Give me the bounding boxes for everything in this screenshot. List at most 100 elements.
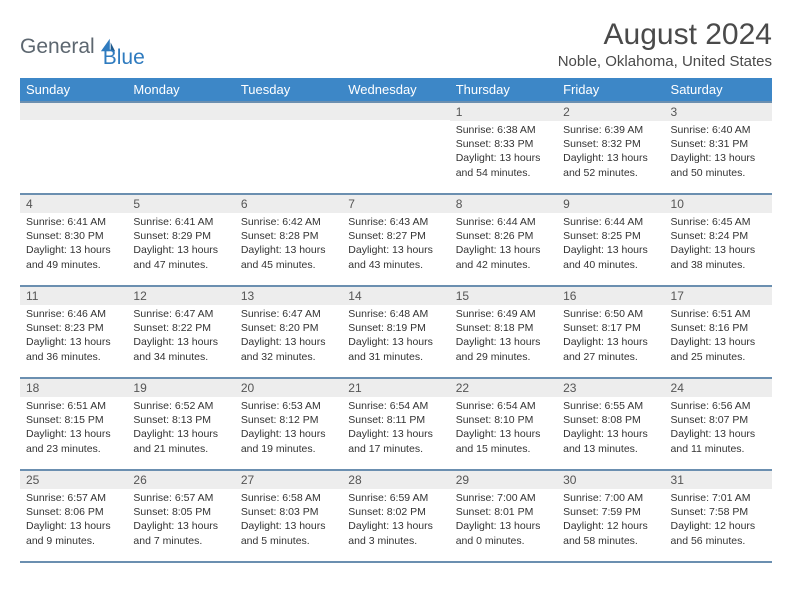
sunrise-text: Sunrise: 6:41 AM: [26, 215, 121, 229]
sunrise-text: Sunrise: 6:57 AM: [26, 491, 121, 505]
day-details: Sunrise: 6:45 AMSunset: 8:24 PMDaylight:…: [665, 213, 772, 276]
day-number: 30: [557, 471, 664, 489]
day-number: 22: [450, 379, 557, 397]
daylight-text: Daylight: 13 hours and 23 minutes.: [26, 427, 121, 455]
day-details: Sunrise: 7:00 AMSunset: 7:59 PMDaylight:…: [557, 489, 664, 552]
sunrise-text: Sunrise: 7:01 AM: [671, 491, 766, 505]
sunset-text: Sunset: 8:16 PM: [671, 321, 766, 335]
day-details: Sunrise: 6:57 AMSunset: 8:05 PMDaylight:…: [127, 489, 234, 552]
day-number: 5: [127, 195, 234, 213]
calendar-day-cell: 2Sunrise: 6:39 AMSunset: 8:32 PMDaylight…: [557, 102, 664, 194]
daylight-text: Daylight: 13 hours and 40 minutes.: [563, 243, 658, 271]
daylight-text: Daylight: 13 hours and 21 minutes.: [133, 427, 228, 455]
calendar-day-cell: 7Sunrise: 6:43 AMSunset: 8:27 PMDaylight…: [342, 194, 449, 286]
sunrise-text: Sunrise: 6:41 AM: [133, 215, 228, 229]
day-number: 17: [665, 287, 772, 305]
sunrise-text: Sunrise: 6:47 AM: [241, 307, 336, 321]
day-number: 15: [450, 287, 557, 305]
sunset-text: Sunset: 8:13 PM: [133, 413, 228, 427]
day-details: Sunrise: 6:42 AMSunset: 8:28 PMDaylight:…: [235, 213, 342, 276]
day-number: 1: [450, 103, 557, 121]
day-number: 4: [20, 195, 127, 213]
calendar-day-cell: [127, 102, 234, 194]
calendar-day-cell: 24Sunrise: 6:56 AMSunset: 8:07 PMDayligh…: [665, 378, 772, 470]
sunrise-text: Sunrise: 6:54 AM: [348, 399, 443, 413]
sunrise-text: Sunrise: 6:43 AM: [348, 215, 443, 229]
day-number: 14: [342, 287, 449, 305]
calendar-day-cell: 20Sunrise: 6:53 AMSunset: 8:12 PMDayligh…: [235, 378, 342, 470]
sunset-text: Sunset: 8:01 PM: [456, 505, 551, 519]
day-details: Sunrise: 6:59 AMSunset: 8:02 PMDaylight:…: [342, 489, 449, 552]
calendar-day-cell: 12Sunrise: 6:47 AMSunset: 8:22 PMDayligh…: [127, 286, 234, 378]
day-number: 23: [557, 379, 664, 397]
sunset-text: Sunset: 8:29 PM: [133, 229, 228, 243]
calendar-day-cell: 19Sunrise: 6:52 AMSunset: 8:13 PMDayligh…: [127, 378, 234, 470]
daylight-text: Daylight: 13 hours and 19 minutes.: [241, 427, 336, 455]
day-number: 29: [450, 471, 557, 489]
daylight-text: Daylight: 13 hours and 36 minutes.: [26, 335, 121, 363]
calendar-day-cell: 1Sunrise: 6:38 AMSunset: 8:33 PMDaylight…: [450, 102, 557, 194]
sunrise-text: Sunrise: 6:52 AM: [133, 399, 228, 413]
sunrise-text: Sunrise: 6:54 AM: [456, 399, 551, 413]
sunset-text: Sunset: 8:10 PM: [456, 413, 551, 427]
day-details: Sunrise: 6:47 AMSunset: 8:22 PMDaylight:…: [127, 305, 234, 368]
day-number: 12: [127, 287, 234, 305]
title-block: August 2024 Noble, Oklahoma, United Stat…: [558, 18, 772, 70]
day-number: 20: [235, 379, 342, 397]
day-number: 18: [20, 379, 127, 397]
sunset-text: Sunset: 8:12 PM: [241, 413, 336, 427]
sunset-text: Sunset: 8:17 PM: [563, 321, 658, 335]
sunrise-text: Sunrise: 6:58 AM: [241, 491, 336, 505]
calendar-day-cell: 11Sunrise: 6:46 AMSunset: 8:23 PMDayligh…: [20, 286, 127, 378]
sunset-text: Sunset: 8:06 PM: [26, 505, 121, 519]
sunset-text: Sunset: 8:11 PM: [348, 413, 443, 427]
empty-day-head: [235, 103, 342, 120]
day-details: Sunrise: 6:44 AMSunset: 8:25 PMDaylight:…: [557, 213, 664, 276]
day-number: 11: [20, 287, 127, 305]
sunset-text: Sunset: 7:59 PM: [563, 505, 658, 519]
weekday-header: Friday: [557, 78, 664, 102]
calendar-day-cell: 5Sunrise: 6:41 AMSunset: 8:29 PMDaylight…: [127, 194, 234, 286]
calendar-table: Sunday Monday Tuesday Wednesday Thursday…: [20, 78, 772, 563]
weekday-header: Wednesday: [342, 78, 449, 102]
day-details: Sunrise: 6:53 AMSunset: 8:12 PMDaylight:…: [235, 397, 342, 460]
daylight-text: Daylight: 13 hours and 42 minutes.: [456, 243, 551, 271]
daylight-text: Daylight: 13 hours and 9 minutes.: [26, 519, 121, 547]
day-details: Sunrise: 6:58 AMSunset: 8:03 PMDaylight:…: [235, 489, 342, 552]
sunset-text: Sunset: 8:20 PM: [241, 321, 336, 335]
sunrise-text: Sunrise: 7:00 AM: [563, 491, 658, 505]
daylight-text: Daylight: 13 hours and 32 minutes.: [241, 335, 336, 363]
calendar-day-cell: 25Sunrise: 6:57 AMSunset: 8:06 PMDayligh…: [20, 470, 127, 562]
calendar-day-cell: 17Sunrise: 6:51 AMSunset: 8:16 PMDayligh…: [665, 286, 772, 378]
sunset-text: Sunset: 8:22 PM: [133, 321, 228, 335]
calendar-day-cell: 16Sunrise: 6:50 AMSunset: 8:17 PMDayligh…: [557, 286, 664, 378]
sunset-text: Sunset: 7:58 PM: [671, 505, 766, 519]
empty-day-head: [127, 103, 234, 120]
day-details: Sunrise: 6:55 AMSunset: 8:08 PMDaylight:…: [557, 397, 664, 460]
day-number: 28: [342, 471, 449, 489]
daylight-text: Daylight: 13 hours and 27 minutes.: [563, 335, 658, 363]
calendar-week-row: 11Sunrise: 6:46 AMSunset: 8:23 PMDayligh…: [20, 286, 772, 378]
day-details: Sunrise: 6:39 AMSunset: 8:32 PMDaylight:…: [557, 121, 664, 184]
day-number: 24: [665, 379, 772, 397]
daylight-text: Daylight: 12 hours and 58 minutes.: [563, 519, 658, 547]
sunrise-text: Sunrise: 6:47 AM: [133, 307, 228, 321]
sunrise-text: Sunrise: 6:50 AM: [563, 307, 658, 321]
sunset-text: Sunset: 8:30 PM: [26, 229, 121, 243]
sunrise-text: Sunrise: 6:39 AM: [563, 123, 658, 137]
day-details: Sunrise: 6:51 AMSunset: 8:16 PMDaylight:…: [665, 305, 772, 368]
day-number: 2: [557, 103, 664, 121]
sunset-text: Sunset: 8:26 PM: [456, 229, 551, 243]
day-number: 8: [450, 195, 557, 213]
calendar-day-cell: 30Sunrise: 7:00 AMSunset: 7:59 PMDayligh…: [557, 470, 664, 562]
calendar-day-cell: 28Sunrise: 6:59 AMSunset: 8:02 PMDayligh…: [342, 470, 449, 562]
calendar-day-cell: [342, 102, 449, 194]
day-details: Sunrise: 6:41 AMSunset: 8:29 PMDaylight:…: [127, 213, 234, 276]
sunset-text: Sunset: 8:05 PM: [133, 505, 228, 519]
weekday-header: Sunday: [20, 78, 127, 102]
daylight-text: Daylight: 13 hours and 38 minutes.: [671, 243, 766, 271]
calendar-week-row: 25Sunrise: 6:57 AMSunset: 8:06 PMDayligh…: [20, 470, 772, 562]
day-number: 3: [665, 103, 772, 121]
day-details: Sunrise: 6:49 AMSunset: 8:18 PMDaylight:…: [450, 305, 557, 368]
daylight-text: Daylight: 13 hours and 49 minutes.: [26, 243, 121, 271]
